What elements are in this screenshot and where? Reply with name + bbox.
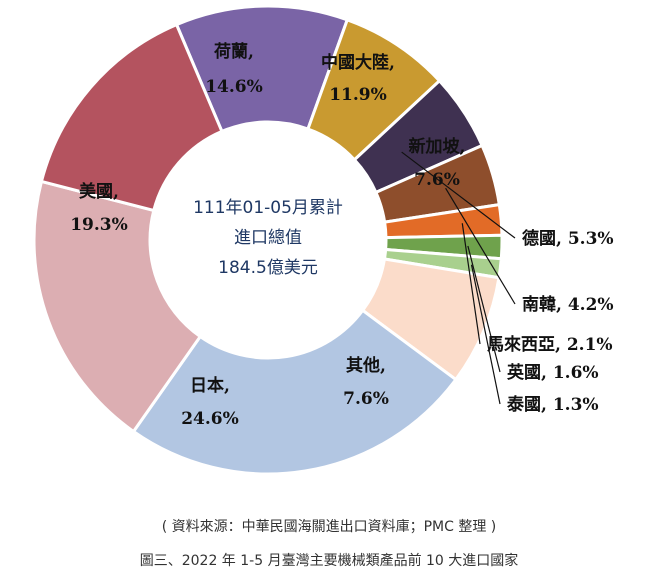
slice-日本 [131,308,458,476]
label-荷蘭-pct: 14.6% [205,77,263,97]
center-label: 111年01-05月累計 進口總值 184.5億美元 [193,198,343,278]
leader-lines [401,151,516,405]
center-line-2: 進口總值 [234,228,302,248]
label-馬來西亞: 馬來西亞, 2.1% [487,335,613,355]
label-新加坡-pct: 7.6% [414,170,460,190]
figure-title: 圖三、2022 年 1-5 月臺灣主要機械類產品前 10 大進口國家 [139,553,519,569]
slice-美國 [32,179,203,434]
label-其他-pct: 7.6% [343,389,389,409]
label-中國大陸-pct: 11.9% [329,85,387,105]
slice-荷蘭 [39,22,224,213]
leader-泰國 [470,264,501,405]
label-美國-name: 美國, [79,181,119,202]
label-日本-pct: 24.6% [181,409,239,429]
center-line-3: 184.5億美元 [218,258,318,278]
label-荷蘭-name: 荷蘭, [214,41,254,62]
label-美國-pct: 19.3% [70,215,128,235]
label-德國: 德國, 5.3% [522,228,614,249]
leader-馬來西亞 [461,223,481,345]
source-note: ( 資料來源：中華民國海關進出口資料庫；PMC 整理 ) [161,519,497,535]
label-英國: 英國, 1.6% [507,362,599,383]
label-日本-name: 日本, [190,375,230,396]
leader-德國 [401,151,516,239]
label-其他-name: 其他, [346,355,386,376]
slice-labels: 中國大陸, 11.9% 新加坡, 7.6% 德國, 5.3% 南韓, 4.2% 馬來西亞, … [70,41,613,429]
label-泰國: 泰國, 1.3% [507,394,599,415]
label-中國大陸-name: 中國大陸, [321,52,395,73]
leader-英國 [467,245,501,373]
donut-chart: 中國大陸, 11.9% 新加坡, 7.6% 德國, 5.3% 南韓, 4.2% 馬來西亞, … [32,4,614,476]
label-新加坡-name: 新加坡, [409,136,466,157]
donut-slices [32,4,504,476]
center-line-1: 111年01-05月累計 [193,198,343,218]
label-南韓: 南韓, 4.2% [522,294,614,315]
leader-南韓 [445,187,516,305]
